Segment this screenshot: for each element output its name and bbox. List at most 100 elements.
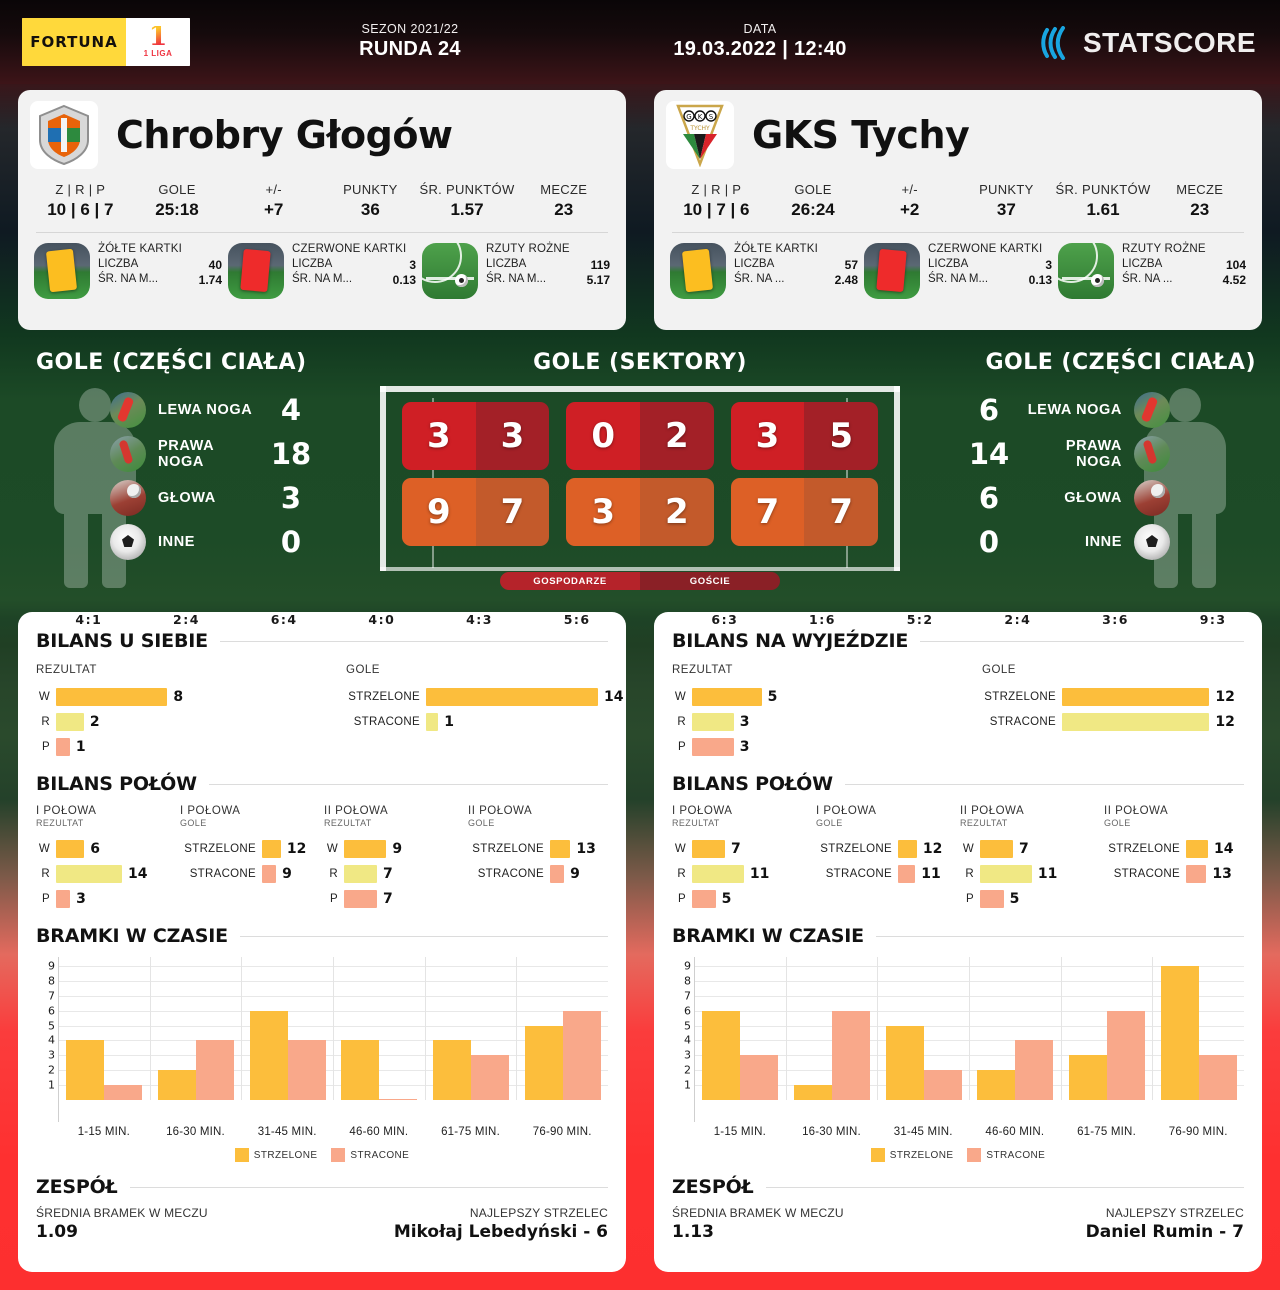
bar-label: STRACONE (353, 715, 420, 728)
half-bars: W 7 R 11 P 5 (960, 836, 1100, 911)
half-title-main: II POŁOWA (960, 805, 1025, 817)
stat-avg-label: ŚR. NA M... (486, 272, 547, 285)
stat-count-value: 3 (409, 257, 416, 272)
stat-zrp-home: Z | R | P 10 | 6 | 7 (32, 182, 129, 220)
chart-bar-group (59, 957, 151, 1100)
discipline-row-home: ŻÓŁTE KARTKI LICZBA 40 ŚR. NA M... 1.74 CZ… (18, 233, 626, 299)
chart-score-label: 1:6 (809, 612, 836, 627)
avg-goals-block: ŚREDNIA BRAMEK W MECZU 1.13 (672, 1206, 844, 1242)
bar-fill (980, 889, 1004, 908)
sector-value-away: 7 (804, 478, 878, 546)
goals-timeline-chart-away: 6:3 1:6 5:2 2:4 3:6 9:3 9 8 7 6 5 4 3 2 1 1-15 MIN. 16-3… (672, 612, 1244, 1162)
chart-x-tick: 61-75 MIN. (1077, 1126, 1136, 1138)
stat-gole-home: GOLE 25:18 (129, 182, 226, 220)
bar-value: 13 (1212, 865, 1232, 882)
half-title-main: I POŁOWA (672, 805, 733, 817)
chart-bars-area (695, 957, 1244, 1100)
body-part-label: LEWA NOGA (158, 402, 253, 418)
stat-key: GOLE (158, 182, 196, 197)
half-col: II POŁOWA REZULTAT W 7 R 11 P 5 (960, 805, 1100, 911)
stat-title: ŻÓŁTE KARTKI (98, 243, 182, 255)
stat-zrp-away: Z | R | P 10 | 7 | 6 (668, 182, 765, 220)
team-section-title: ZESPÓŁ (36, 1176, 118, 1198)
statscore-wave-icon (1041, 26, 1065, 60)
goal-post-right (894, 386, 900, 571)
chrobry-glogow-crest-icon (39, 104, 89, 166)
balance-goals-col-home: GOLE STRZELONE 14 STRACONE 1 (346, 664, 623, 759)
chart-x-tick: 61-75 MIN. (441, 1126, 500, 1138)
stat-diff-away: +/- +2 (861, 182, 958, 220)
bar-label: W (674, 842, 686, 855)
header-goal-icon (110, 480, 146, 516)
bar-fill (344, 864, 377, 883)
body-part-value: 0 (978, 525, 1000, 559)
chart-y-tick: 3 (48, 1048, 55, 1062)
stat-count-label: LICZBA (486, 257, 527, 270)
bar-value: 7 (383, 890, 393, 907)
half-title-main: II POŁOWA (468, 805, 533, 817)
heading-rule (129, 1186, 608, 1188)
bar-fill (426, 687, 598, 706)
half-col: I POŁOWA REZULTAT W 6 R 14 P 3 (36, 805, 176, 911)
chart-x-tick: 1-15 MIN. (77, 1126, 130, 1138)
body-parts-list-away: 6 LEWA NOGA 14 PRAWA NOGA 6 GŁOWA 0 INNE (910, 388, 1170, 564)
avg-goals-label: ŚREDNIA BRAMEK W MECZU (36, 1206, 208, 1220)
stat-count-label: LICZBA (98, 257, 139, 270)
stat-key: +/- (265, 182, 282, 197)
chart-score-label: 6:3 (711, 612, 739, 627)
red-cards-stat-home: CZERWONE KARTKI LICZBA 3 ŚR. NA M... 0.13 (228, 243, 416, 299)
bar-label: P (330, 892, 338, 905)
bar-row: STRACONE 12 (982, 709, 1244, 734)
statscore-wordmark: STATSCORE (1082, 27, 1256, 58)
bar-value: 3 (739, 738, 750, 755)
chart-bar (794, 1085, 832, 1100)
chart-x-axis: 1-15 MIN. 16-30 MIN. 31-45 MIN. 46-60 MIN. 6… (58, 1126, 608, 1138)
chart-bar (158, 1070, 196, 1100)
chart-legend-item: STRACONE (331, 1148, 409, 1162)
goals-label: GOLE (982, 664, 1016, 676)
chart-legend-swatch (234, 1148, 249, 1162)
halves-title: BILANS POŁÓW (672, 773, 833, 795)
bar-fill (898, 864, 916, 883)
bar-fill (980, 839, 1013, 858)
bar-label: W (38, 842, 50, 855)
bar-fill (898, 839, 917, 858)
stat-count-value: 104 (1225, 257, 1246, 272)
corner-kick-icon (1058, 243, 1114, 299)
bar-label: R (329, 867, 338, 880)
sectors-bottom-row: 9 7 3 2 7 7 (402, 478, 878, 546)
bar-value: 5 (721, 890, 732, 907)
chart-bar (1069, 1055, 1108, 1100)
team-card-home: Chrobry Głogów Z | R | P 10 | 6 | 7 GOLE… (18, 90, 626, 330)
red-card-icon (228, 243, 284, 299)
bar-value: 14 (604, 688, 624, 705)
chart-x-tick: 76-90 MIN. (532, 1126, 592, 1138)
yellow-cards-stat-home: ŻÓŁTE KARTKI LICZBA 40 ŚR. NA M... 1.74 (34, 243, 222, 299)
team-name-away: GKS Tychy (752, 113, 970, 157)
halves-heading-home: BILANS POŁÓW (36, 773, 608, 795)
bar-fill (692, 839, 725, 858)
bar-value: 9 (570, 865, 580, 882)
body-part-value: 6 (978, 393, 1000, 427)
sector-pair: 9 7 (402, 478, 550, 546)
half-title: I POŁOWA GOLE (180, 805, 320, 828)
bar-label: STRACONE (989, 715, 1056, 728)
stat-value: 36 (360, 200, 380, 219)
half-title-sub: REZULTAT (36, 818, 84, 828)
bar-value: 11 (749, 865, 770, 882)
bar-label: STRZELONE (472, 842, 544, 855)
stat-value: +2 (899, 200, 920, 219)
body-part-label: PRAWA NOGA (158, 438, 214, 470)
chart-score-label: 2:4 (1004, 612, 1032, 627)
bar-row: STRZELONE 12 (180, 836, 320, 861)
chart-x-tick: 16-30 MIN. (166, 1126, 225, 1138)
sectors-grid: 3 3 0 2 3 5 9 7 3 2 (402, 402, 878, 554)
chart-bar-group (1062, 957, 1154, 1100)
sector-value-away: 5 (804, 402, 878, 470)
